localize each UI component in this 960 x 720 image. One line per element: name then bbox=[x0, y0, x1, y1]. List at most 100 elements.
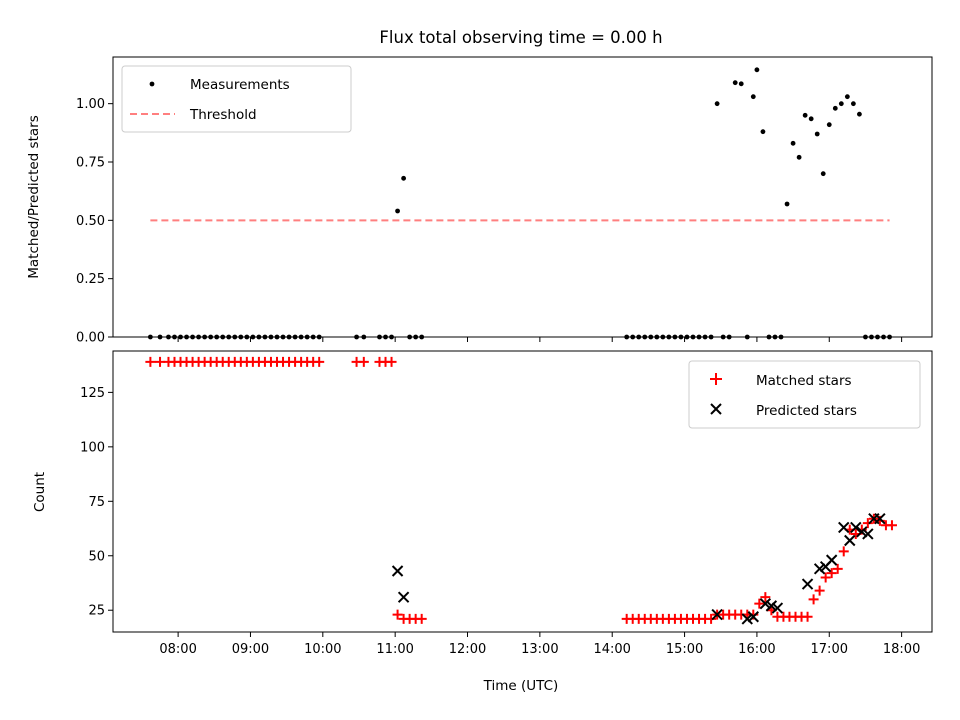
measurement-point bbox=[881, 334, 886, 340]
bottom-legend: Matched stars Predicted stars bbox=[688, 360, 921, 429]
measurement-point bbox=[157, 334, 163, 340]
measurement-point bbox=[869, 334, 874, 340]
predicted-star-point bbox=[850, 521, 862, 534]
measurement-point bbox=[178, 334, 183, 340]
matched-star-point bbox=[358, 356, 369, 367]
measurement-point bbox=[696, 334, 702, 340]
measurement-point bbox=[395, 208, 400, 214]
predicted-star-point bbox=[844, 534, 856, 547]
measurement-point bbox=[256, 334, 262, 340]
matched-star-point bbox=[386, 356, 397, 367]
measurement-point bbox=[208, 334, 214, 340]
measurement-point bbox=[361, 334, 367, 340]
measurement-point bbox=[624, 334, 630, 340]
measurement-point bbox=[702, 334, 708, 340]
measurement-point bbox=[766, 334, 772, 340]
top-y-axis: 0.00 0.25 0.50 0.75 1.00 bbox=[76, 97, 113, 346]
measurement-point bbox=[648, 334, 654, 340]
measurement-point bbox=[796, 154, 802, 160]
measurement-point bbox=[172, 334, 177, 340]
x-tick-label: 14:00 bbox=[593, 642, 630, 657]
measurement-point bbox=[708, 334, 714, 340]
measurement-point bbox=[750, 94, 756, 100]
measurement-point bbox=[802, 112, 808, 118]
x-tick-label: 17:00 bbox=[811, 642, 848, 657]
legend-label-predicted: Predicted stars bbox=[756, 403, 857, 419]
measurement-point bbox=[250, 334, 256, 340]
predicted-star-point bbox=[801, 578, 814, 590]
predicted-star-point bbox=[391, 565, 404, 577]
predicted-star-point bbox=[759, 597, 772, 610]
matched-star-point bbox=[862, 518, 873, 529]
measurement-point bbox=[196, 334, 202, 340]
measurement-point bbox=[772, 334, 778, 340]
measurement-point bbox=[678, 334, 684, 340]
x-tick-label: 18:00 bbox=[883, 642, 920, 657]
matched-star-point bbox=[820, 572, 831, 583]
measurement-point bbox=[642, 334, 648, 340]
measurement-point bbox=[875, 334, 880, 340]
matched-star-point bbox=[802, 611, 813, 622]
x-tick-label: 10:00 bbox=[304, 642, 341, 657]
x-tick-label: 08:00 bbox=[159, 642, 196, 657]
y-tick-label: 75 bbox=[88, 495, 105, 510]
legend-marker-measurements bbox=[149, 81, 155, 87]
matched-star-point bbox=[706, 613, 717, 624]
matched-star-point bbox=[838, 546, 849, 557]
measurement-point bbox=[316, 334, 322, 340]
measurement-point bbox=[184, 334, 189, 340]
measurement-point bbox=[407, 334, 413, 340]
measurement-point bbox=[672, 334, 678, 340]
measurement-point bbox=[354, 334, 359, 340]
measurement-point bbox=[304, 334, 310, 340]
matched-star-point bbox=[416, 613, 427, 624]
measurement-point bbox=[377, 334, 382, 340]
measurement-point bbox=[826, 122, 832, 128]
measurement-point bbox=[814, 131, 820, 137]
y-tick-label: 0.25 bbox=[76, 272, 105, 287]
x-axis-label: Time (UTC) bbox=[483, 678, 559, 694]
bottom-y-axis: 25 50 75 100 125 bbox=[80, 386, 113, 619]
y-tick-label: 100 bbox=[80, 440, 105, 455]
y-tick-label: 25 bbox=[88, 604, 105, 619]
measurement-point bbox=[292, 334, 298, 340]
bottom-panel: 25 50 75 100 125 08:00 09:00 10:00 11:00 12:00 13… bbox=[32, 350, 933, 694]
measurement-point bbox=[857, 111, 862, 117]
y-tick-label: 0.50 bbox=[76, 214, 105, 229]
measurement-point bbox=[202, 334, 208, 340]
matched-star-point bbox=[760, 592, 771, 603]
bottom-data-layer bbox=[145, 356, 897, 625]
matched-star-point bbox=[314, 356, 325, 367]
measurement-point bbox=[244, 334, 250, 340]
measurement-point bbox=[760, 129, 766, 135]
measurement-point bbox=[660, 334, 666, 340]
bottom-y-axis-label: Count bbox=[32, 472, 48, 512]
matched-star-point bbox=[808, 594, 819, 605]
measurement-point bbox=[190, 334, 195, 340]
x-tick-label: 11:00 bbox=[376, 642, 413, 657]
legend-marker-predicted bbox=[710, 403, 722, 415]
top-y-axis-label: Matched/Predicted stars bbox=[26, 115, 42, 278]
measurement-point bbox=[738, 81, 744, 87]
measurement-point bbox=[684, 334, 690, 340]
x-tick-label: 16:00 bbox=[738, 642, 775, 657]
measurement-point bbox=[310, 334, 316, 340]
y-tick-label: 0.75 bbox=[76, 156, 105, 171]
x-tick-label: 09:00 bbox=[232, 642, 269, 657]
measurement-point bbox=[238, 334, 244, 340]
measurement-point bbox=[166, 334, 171, 340]
measurement-point bbox=[784, 201, 790, 207]
measurement-point bbox=[732, 80, 738, 86]
predicted-star-point bbox=[747, 611, 760, 623]
measurement-point bbox=[714, 101, 720, 107]
measurement-point bbox=[666, 334, 672, 340]
matched-star-point bbox=[392, 609, 403, 620]
measurement-point bbox=[280, 334, 286, 340]
predicted-star-point bbox=[874, 513, 886, 525]
bottom-legend-box bbox=[688, 360, 921, 429]
matched-star-point bbox=[814, 585, 825, 596]
measurement-point bbox=[630, 334, 636, 340]
predicted-star-point bbox=[397, 591, 410, 603]
measurement-point bbox=[820, 171, 826, 177]
